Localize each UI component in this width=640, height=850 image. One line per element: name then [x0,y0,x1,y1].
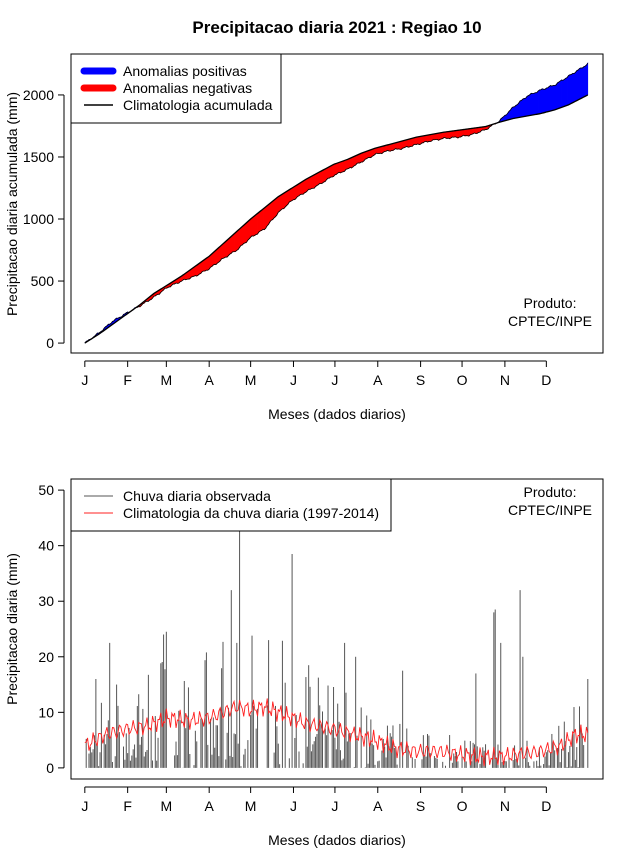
daily-y-tick-label: 40 [38,538,54,554]
cumulative-x-tick-label: N [500,372,510,388]
cumulative-x-axis-label: Meses (dados diarios) [268,406,406,422]
daily-x-tick-label: D [541,798,551,814]
daily-marks [84,523,589,768]
observed-cumulative-line [84,62,589,344]
daily-x-tick-label: F [123,798,132,814]
daily-y-tick-label: 20 [38,649,54,665]
daily-y-tick-label: 0 [46,760,54,776]
daily-x-tick-label: J [81,798,88,814]
daily-y-axis: 0 10 20 30 40 50 [38,482,65,776]
daily-x-tick-label: M [245,798,257,814]
cumulative-x-tick-label: O [457,372,468,388]
daily-x-tick-label: N [500,798,510,814]
daily-x-tick-label: M [161,798,173,814]
cumulative-x-tick-label: M [161,372,173,388]
daily-x-tick-label: O [457,798,468,814]
credit-org-bottom: CPTEC/INPE [508,502,592,518]
daily-x-axis-label: Meses (dados diarios) [268,832,406,848]
daily-y-tick-label: 30 [38,593,54,609]
cumulative-y-axis-label: Precipitacao diaria acumulada (mm) [4,92,20,316]
credit-product-top: Produto: [524,295,577,311]
cumulative-plot-frame [70,53,604,354]
cumulative-y-tick-label: 500 [31,273,55,289]
cumulative-x-tick-label: F [123,372,132,388]
cumulative-x-tick-label: A [205,372,215,388]
legend-label-observed: Chuva diaria observada [123,488,271,504]
cumulative-x-tick-label: J [290,372,297,388]
daily-legend: Chuva diaria observada Climatologia da c… [70,478,392,532]
anomaly-positive-segment [586,62,589,97]
daily-y-tick-label: 50 [38,482,54,498]
daily-legend-box [70,478,392,532]
daily-x-tick-label: S [416,798,425,814]
cumulative-y-tick-label: 0 [46,335,54,351]
legend-label-clim: Climatologia acumulada [123,97,273,113]
cumulative-x-tick-label: S [416,372,425,388]
credit-product-bottom: Produto: [524,484,577,500]
cumulative-x-tick-label: D [541,372,551,388]
daily-y-axis-label: Precipitacao diaria (mm) [4,553,20,705]
climatology-daily-line [84,698,589,767]
cumulative-chart: 0 500 1000 1500 2000 J F M A M J J A S O N D Meses (dad… [4,53,604,422]
credit-org-top: CPTEC/INPE [508,313,592,329]
daily-x-tick-label: A [205,798,215,814]
cumulative-x-tick-label: J [331,372,338,388]
cumulative-y-tick-label: 1500 [23,149,54,165]
cumulative-y-axis: 0 500 1000 1500 2000 [23,87,65,351]
daily-x-tick-label: J [331,798,338,814]
legend-label-negative: Anomalias negativas [123,80,252,96]
daily-x-tick-label: A [373,798,383,814]
cumulative-y-tick-label: 1000 [23,211,54,227]
chart-title: Precipitacao diaria 2021 : Regiao 10 [192,18,481,37]
cumulative-x-tick-label: M [245,372,257,388]
cumulative-x-tick-label: J [81,372,88,388]
cumulative-x-tick-label: A [373,372,383,388]
legend-label-clim-daily: Climatologia da chuva diaria (1997-2014) [123,505,379,521]
daily-y-tick-label: 10 [38,704,54,720]
cumulative-legend: Anomalias positivas Anomalias negativas … [70,53,282,124]
legend-label-positive: Anomalias positivas [123,63,247,79]
daily-x-tick-label: J [290,798,297,814]
cumulative-marks [84,62,589,344]
climatology-cumulative-line [84,94,589,344]
daily-chart: 0 10 20 30 40 50 J F M A M J J A S O N D Meses (dados di… [4,478,604,848]
cumulative-y-tick-label: 2000 [23,87,54,103]
